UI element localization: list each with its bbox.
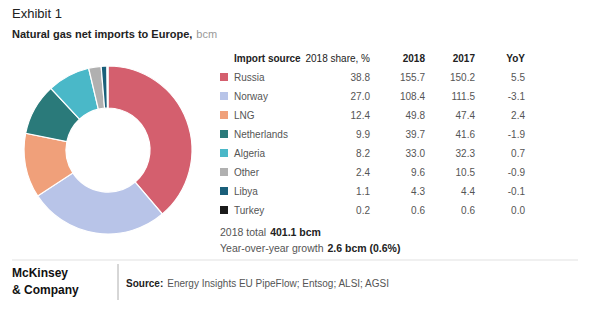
table-cell: 32.3 [456,148,476,159]
note: 2018 total 401.1 bcm [220,226,321,238]
table-cell: -1.9 [508,129,526,140]
table-header: Import source [234,53,301,64]
row-label: Netherlands [234,129,288,140]
table-header: 2017 [453,53,476,64]
table-cell: 4.3 [411,186,425,197]
table-cell: 0.0 [511,205,525,216]
table-header: 2018 [403,53,426,64]
table-cell: 4.4 [461,186,475,197]
table-cell: 10.5 [456,167,476,178]
row-label: Other [234,167,260,178]
brand: & Company [12,283,79,297]
table-cell: 8.2 [356,148,370,159]
table-cell: 47.4 [456,110,476,121]
table-cell: 33.0 [406,148,426,159]
table-cell: 27.0 [351,91,371,102]
table-cell: 9.9 [356,129,370,140]
table-cell: -3.1 [508,91,526,102]
source: Source: Energy Insights EU PipeFlow; Ents… [126,278,389,289]
table-cell: 150.2 [450,72,475,83]
row-label: Russia [234,72,265,83]
table-header: 2018 share, % [306,53,371,64]
note: Year-over-year growth 2.6 bcm (0.6%) [220,242,400,254]
table-cell: 155.7 [400,72,425,83]
table-cell: 39.7 [406,129,426,140]
row-label: Turkey [234,205,264,216]
note-label: 2018 total [220,226,266,238]
table-cell: 5.5 [511,72,525,83]
legend-swatch [220,168,228,176]
legend-swatch [220,92,228,100]
slice [101,66,107,108]
table-cell: 9.6 [411,167,425,178]
table-cell: 111.5 [451,91,475,102]
legend-swatch [220,130,228,138]
table-cell: 2.4 [511,110,525,121]
brand-divider [118,264,119,300]
note-value: 2.6 bcm (0.6%) [328,242,401,254]
table-cell: 12.4 [351,110,371,121]
legend-swatch [220,149,228,157]
table-cell: 108.4 [400,91,425,102]
table-cell: 1.1 [356,186,370,197]
legend-swatch [220,111,228,119]
table-header: YoY [506,53,525,64]
brand: McKinsey [12,266,68,280]
table-cell: 49.8 [406,110,426,121]
subtitle-main: Natural gas net imports to Europe, [12,28,192,40]
note-value: 401.1 bcm [270,226,321,238]
row-label: Algeria [234,148,266,159]
table-cell: 0.6 [461,205,475,216]
row-label: LNG [234,110,255,121]
row-label: Libya [234,186,258,197]
legend-swatch [220,187,228,195]
title: Exhibit 1 [12,6,62,21]
table-cell: 41.6 [456,129,476,140]
table-cell: 0.7 [511,148,525,159]
donut [24,66,192,234]
legend-swatch [220,73,228,81]
source-label: Source: [126,278,163,289]
subtitle-unit: bcm [196,28,217,40]
row-label: Norway [234,91,268,102]
slice [107,66,108,108]
separator [12,260,578,261]
table-cell: 38.8 [351,72,371,83]
table-cell: -0.9 [508,167,526,178]
source-text: Energy Insights EU PipeFlow; Entsog; ALS… [167,278,389,289]
table-cell: 2.4 [356,167,370,178]
legend-swatch [220,206,228,214]
table-cell: -0.1 [508,186,526,197]
table-cell: 0.6 [411,205,425,216]
note-label: Year-over-year growth [220,242,324,254]
slice [24,133,73,196]
table-cell: 0.2 [356,205,370,216]
subtitle: Natural gas net imports to Europe, bcm [12,28,217,40]
chart: Exhibit 1 Natural gas net imports to Euro… [0,0,590,314]
